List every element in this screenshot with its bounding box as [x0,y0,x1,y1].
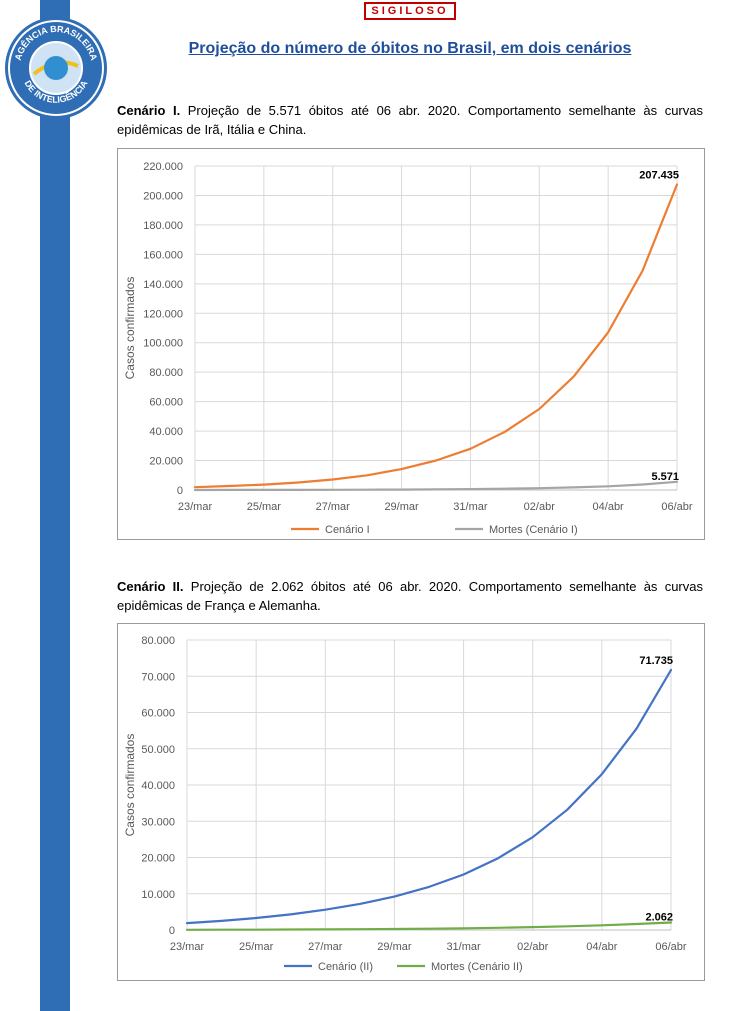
x-tick-label: 04/abr [593,501,625,513]
series-line-1 [185,668,673,925]
scenario2-paragraph: Cenário II. Projeção de 2.062 óbitos até… [117,577,703,615]
chart-scenario2: 0 10.000 20.000 30.000 40.000 50.000 60.000 70.… [117,623,705,981]
x-tick-label: 29/mar [377,941,412,953]
data-label-2: 5.571 [651,471,679,483]
y-tick-label: 60.000 [149,397,183,409]
x-tick-label: 31/mar [453,501,488,513]
scenario2-text: Projeção de 2.062 óbitos até 06 abr. 202… [117,579,703,613]
y-axis-title: Casos confirmados [123,277,137,380]
y-tick-label: 0 [169,925,175,937]
x-tick-label: 02/abr [524,501,556,513]
x-tick-label: 02/abr [517,941,549,953]
x-tick-label: 31/mar [446,941,481,953]
x-tick-label: 27/mar [316,501,351,513]
y-tick-label: 80.000 [141,635,175,647]
x-tick-label: 04/abr [586,941,618,953]
y-tick-label: 40.000 [141,780,175,792]
y-tick-label: 10.000 [141,889,175,901]
y-tick-label: 0 [177,485,183,497]
x-tick-label: 06/abr [661,501,693,513]
y-axis-title: Casos confirmados [123,734,137,837]
x-tick-label: 25/mar [247,501,282,513]
y-tick-label: 100.000 [143,338,183,350]
y-tick-label: 60.000 [141,708,175,720]
x-tick-label: 06/abr [655,941,687,953]
chart-scenario1: 0 20.000 40.000 60.000 80.000 100.000 120.000 1… [117,148,705,540]
legend-label-2: Mortes (Cenário II) [431,961,523,973]
classification-label: SIGILOSO [364,2,456,20]
y-tick-label: 120.000 [143,308,183,320]
agency-logo: AGÊNCIA BRASILEIRA DE INTELIGÊNCIA [5,17,107,119]
series-line-2 [185,921,673,931]
y-tick-label: 30.000 [141,816,175,828]
scenario1-text: Projeção de 5.571 óbitos até 06 abr. 202… [117,103,703,137]
legend-label-1: Cenário I [325,524,370,536]
series-line-1 [193,183,679,489]
scenario1-label: Cenário I. [117,103,181,118]
page-title: Projeção do número de óbitos no Brasil, … [188,40,632,57]
y-tick-label: 40.000 [149,426,183,438]
legend-label-1: Cenário (II) [318,961,373,973]
data-label-2: 2.062 [645,912,673,924]
scenario2-label: Cenário II. [117,579,184,594]
y-tick-label: 20.000 [141,853,175,865]
x-tick-label: 25/mar [239,941,274,953]
series-line-2 [193,480,679,492]
x-tick-label: 23/mar [178,501,213,513]
y-tick-label: 70.000 [141,671,175,683]
y-tick-label: 80.000 [149,367,183,379]
y-tick-label: 20.000 [149,456,183,468]
y-tick-label: 220.000 [143,161,183,173]
y-tick-label: 200.000 [143,190,183,202]
scenario1-paragraph: Cenário I. Projeção de 5.571 óbitos até … [117,101,703,139]
y-tick-label: 140.000 [143,279,183,291]
side-bar [40,0,70,1011]
y-tick-label: 50.000 [141,744,175,756]
x-tick-label: 29/mar [384,501,419,513]
data-label-1: 71.735 [639,655,673,667]
data-label-1: 207.435 [639,170,679,182]
x-tick-label: 23/mar [170,941,205,953]
y-tick-label: 160.000 [143,249,183,261]
x-tick-label: 27/mar [308,941,343,953]
y-tick-label: 180.000 [143,220,183,232]
legend-label-2: Mortes (Cenário I) [489,524,578,536]
